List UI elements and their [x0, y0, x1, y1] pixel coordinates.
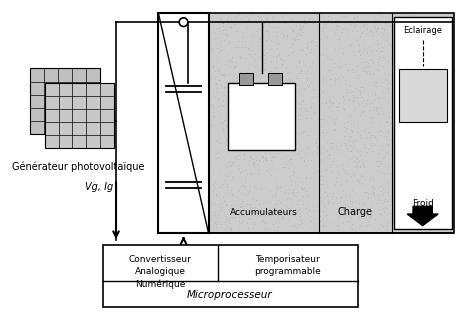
Text: Eclairage: Eclairage	[402, 26, 441, 35]
Bar	[30, 69, 100, 134]
Bar	[393, 17, 451, 230]
Bar	[239, 73, 252, 85]
Text: Numérique: Numérique	[135, 279, 185, 289]
Bar	[268, 73, 281, 85]
Bar	[227, 83, 295, 150]
Text: Convertisseur: Convertisseur	[129, 254, 191, 263]
Bar	[158, 14, 208, 233]
Circle shape	[179, 18, 187, 26]
Text: Froid: Froid	[411, 199, 433, 208]
Bar	[397, 70, 446, 122]
Bar	[102, 245, 357, 307]
Text: Temporisateur: Temporisateur	[255, 254, 319, 263]
Text: programmable: programmable	[254, 267, 320, 276]
Text: Accumulateurs: Accumulateurs	[229, 208, 297, 217]
Bar	[45, 83, 114, 148]
Text: Générateur photovoltaïque: Générateur photovoltaïque	[12, 162, 145, 173]
Text: Eau: Eau	[414, 91, 430, 100]
Bar	[208, 14, 453, 233]
Polygon shape	[406, 206, 437, 226]
Text: Vg, Ig: Vg, Ig	[84, 182, 112, 192]
Text: Charge: Charge	[337, 207, 372, 217]
Text: Analogique: Analogique	[134, 267, 185, 276]
Text: Microprocesseur: Microprocesseur	[187, 290, 272, 300]
